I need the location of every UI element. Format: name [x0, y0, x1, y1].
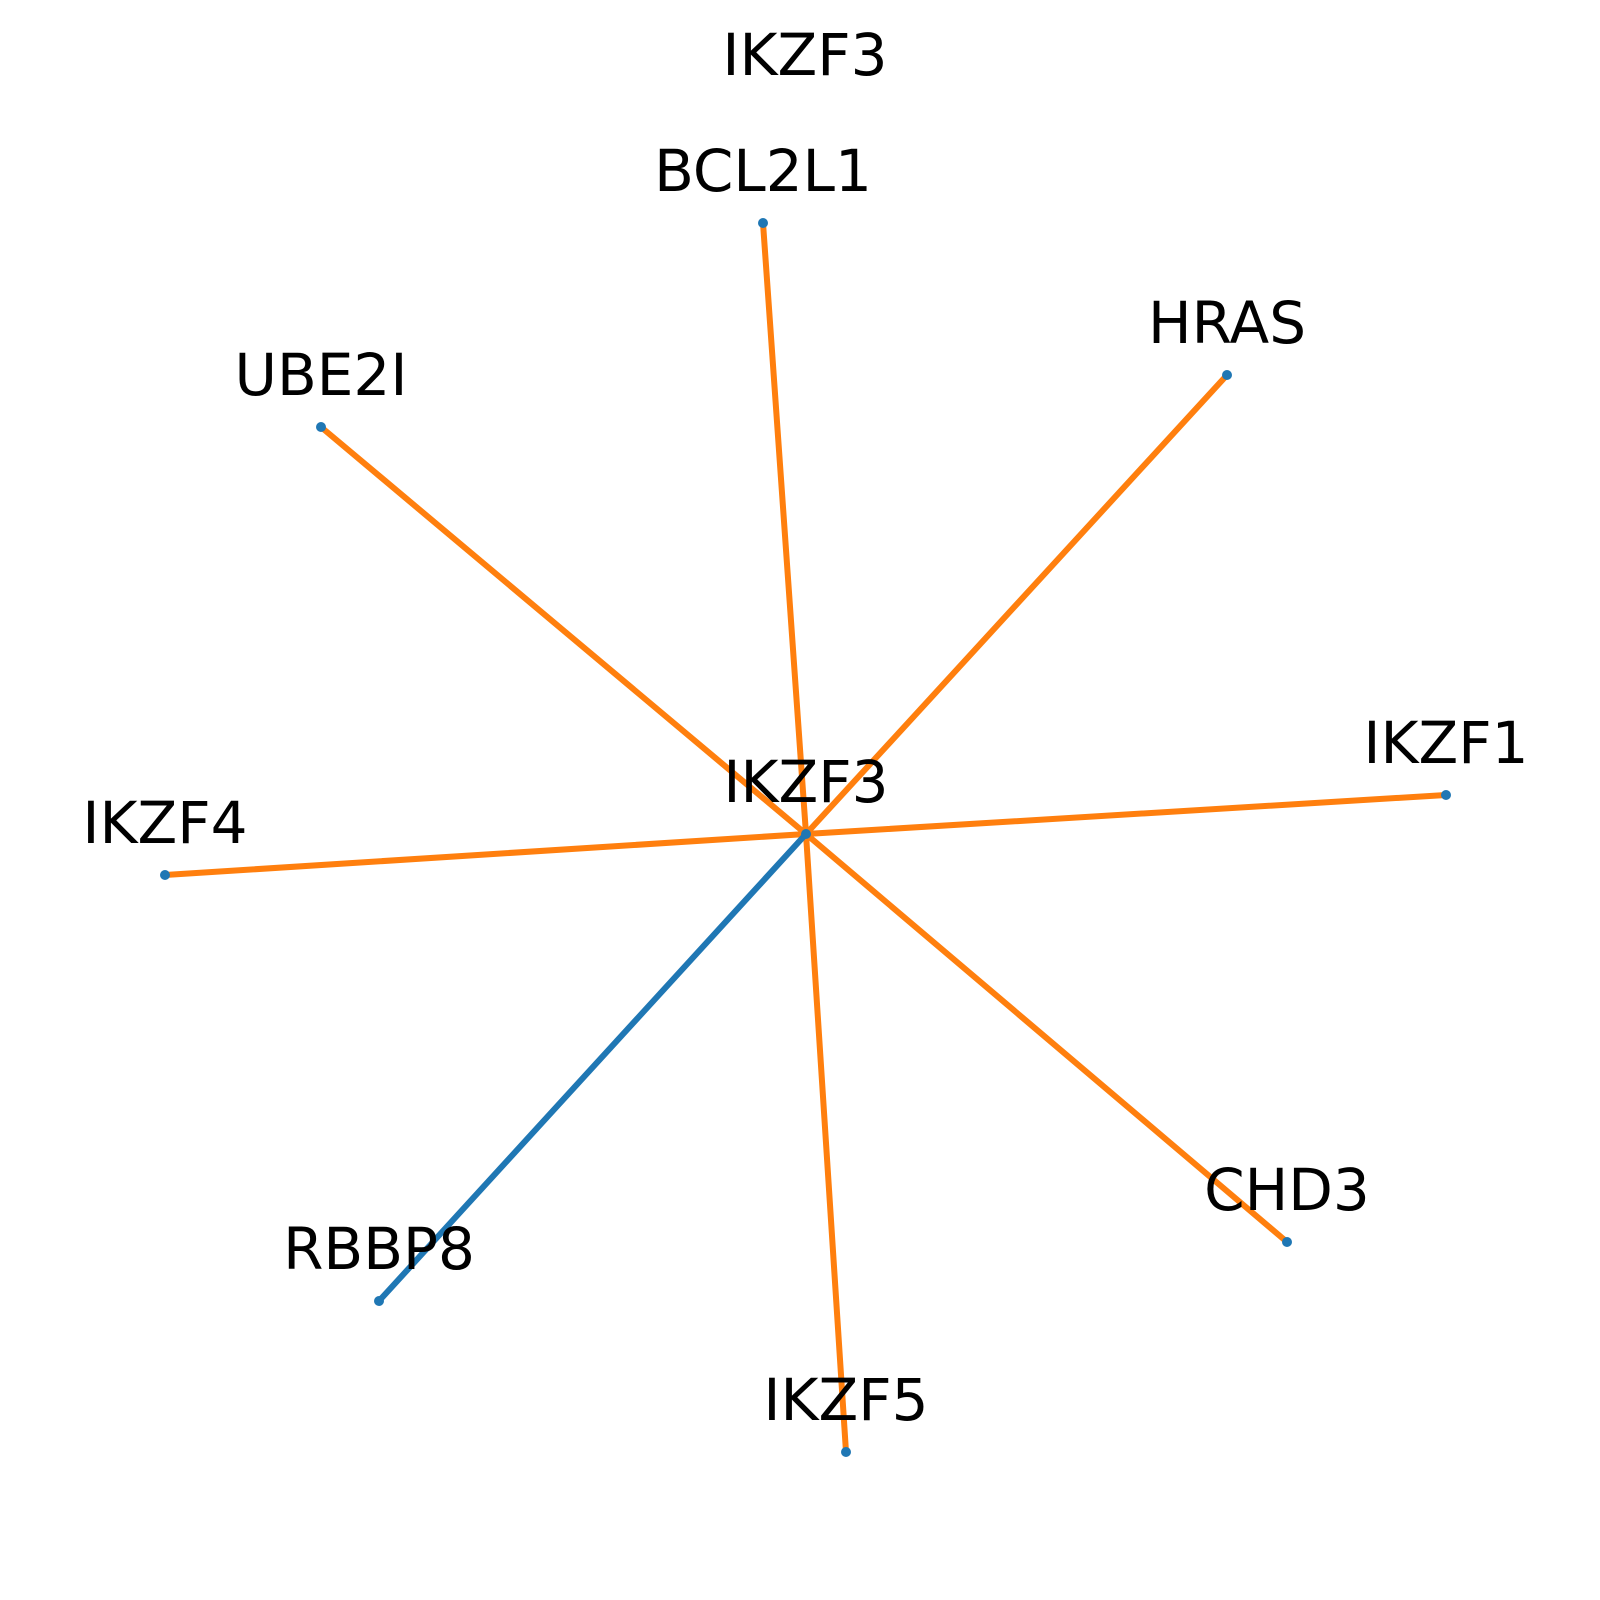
node-rbbp8 — [374, 1296, 384, 1306]
node-hras — [1222, 370, 1232, 380]
edge-ikzf3-ikzf4 — [162, 831, 809, 878]
node-ikzf1 — [1441, 790, 1451, 800]
node-label-bcl2l1: BCL2L1 — [654, 137, 872, 205]
edge-ikzf3-chd3 — [803, 831, 1290, 1245]
node-ube2i — [316, 422, 326, 432]
node-chd3 — [1282, 1237, 1292, 1247]
node-ikzf4 — [160, 870, 170, 880]
edge-ikzf3-ikzf1 — [803, 792, 1449, 837]
node-ikzf3 — [801, 829, 811, 839]
node-label-hras: HRAS — [1148, 289, 1306, 357]
node-label-ube2i: UBE2I — [235, 341, 408, 409]
edge-layer — [162, 220, 1449, 1455]
node-layer — [160, 218, 1451, 1457]
edge-ikzf3-bcl2l1 — [760, 220, 809, 837]
edge-ikzf3-rbbp8 — [376, 831, 809, 1304]
node-bcl2l1 — [758, 218, 768, 228]
node-label-chd3: CHD3 — [1204, 1156, 1370, 1224]
label-layer: IKZF3 BCL2L1 HRAS UBE2I IKZF1 IKZF4 CHD3 RBBP8 I… — [82, 137, 1528, 1434]
node-label-ikzf5: IKZF5 — [763, 1366, 928, 1434]
node-label-ikzf4: IKZF4 — [82, 789, 247, 857]
node-label-ikzf1: IKZF1 — [1363, 709, 1528, 777]
node-ikzf5 — [841, 1447, 851, 1457]
edge-ikzf3-ube2i — [318, 424, 809, 837]
edge-ikzf3-ikzf5 — [803, 831, 849, 1455]
diagram-title: IKZF3 — [722, 21, 887, 89]
node-label-rbbp8: RBBP8 — [283, 1215, 475, 1283]
edge-ikzf3-hras — [803, 372, 1230, 837]
node-label-ikzf3: IKZF3 — [723, 748, 888, 816]
